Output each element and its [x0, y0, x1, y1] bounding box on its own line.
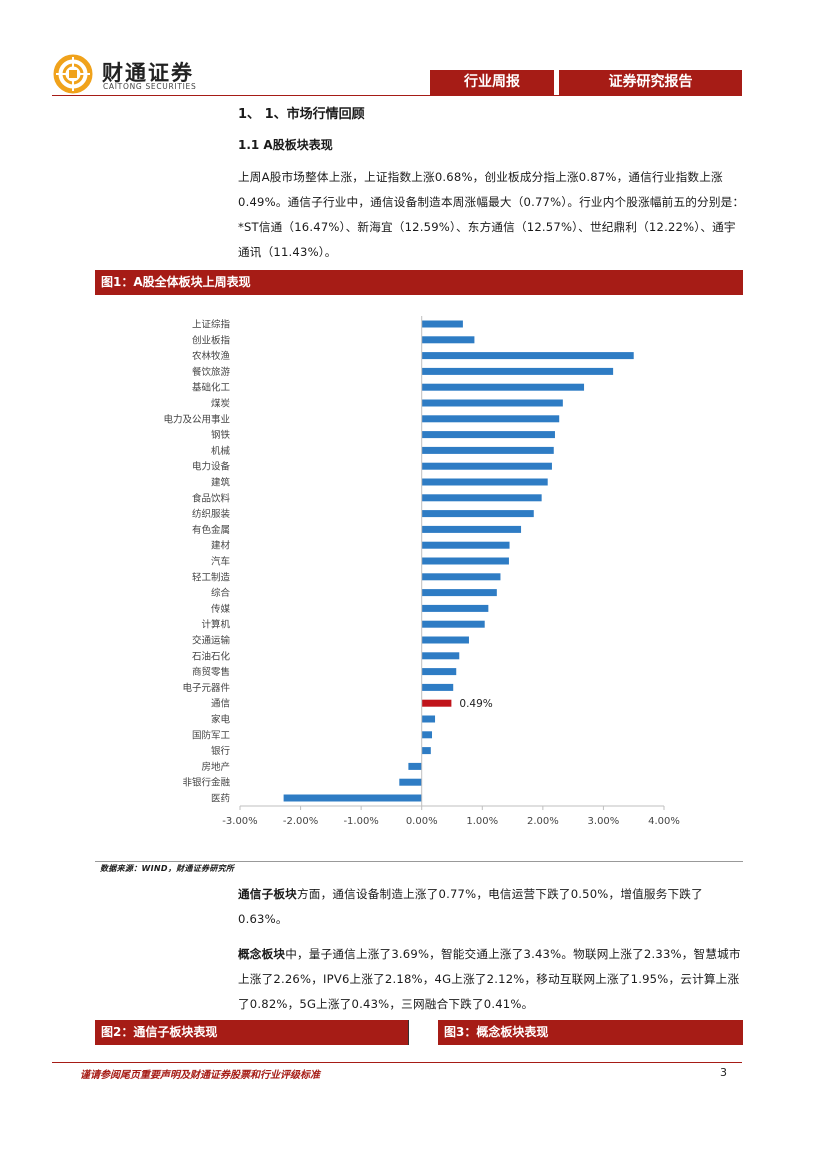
- category-label: 传媒: [211, 603, 231, 615]
- category-label: 房地产: [201, 761, 230, 773]
- category-label: 有色金属: [192, 524, 230, 536]
- section-heading: 1、 1、市场行情回顾: [238, 107, 365, 122]
- figure1-source: 数据来源：WIND，财通证券研究所: [100, 864, 235, 873]
- sector-performance-chart: 0.49% 上证综指创业板指农林牧渔餐饮旅游基础化工煤炭电力及公用事业钢铁机械电…: [163, 316, 680, 827]
- bar-家电: [421, 715, 436, 723]
- bar-银行: [421, 747, 431, 755]
- category-label: 纺织服装: [192, 508, 231, 520]
- category-label: 交通运输: [192, 635, 231, 647]
- footer-divider: [52, 1062, 742, 1063]
- figure3-title-bar: 图3：概念板块表现: [438, 1020, 743, 1045]
- figure2-title-bar: 图2：通信子板块表现: [95, 1020, 409, 1045]
- concept-sector-paragraph: 概念板块中，量子通信上涨了3.69%，智能交通上涨了3.43%。物联网上涨了2.…: [238, 942, 748, 1017]
- bar-医药: [283, 794, 422, 802]
- company-logo: 财通证券 CAITONG SECURITIES: [52, 54, 212, 94]
- bar-农林牧渔: [421, 352, 634, 360]
- x-tick-label: 4.00%: [648, 816, 680, 827]
- telecom-subsector-paragraph: 通信子板块方面，通信设备制造上涨了0.77%，电信运营下跌了0.50%，增值服务…: [238, 882, 748, 932]
- bar-上证综指: [421, 320, 463, 328]
- bar-机械: [421, 446, 554, 454]
- bar-石油石化: [421, 652, 460, 660]
- category-label: 非银行金融: [182, 777, 230, 789]
- x-tick-label: 0.00%: [406, 816, 438, 827]
- bar-计算机: [421, 620, 485, 628]
- category-label: 医药: [211, 794, 230, 805]
- category-label: 石油石化: [192, 650, 231, 662]
- concept-sector-label: 概念板块: [238, 947, 286, 961]
- category-label: 农林牧渔: [192, 350, 231, 362]
- category-label: 国防军工: [192, 729, 231, 741]
- logo-english-name: CAITONG SECURITIES: [103, 82, 197, 91]
- category-label: 计算机: [201, 619, 230, 631]
- bar-电子元器件: [421, 683, 454, 691]
- bar-建筑: [421, 478, 548, 486]
- bar-钢铁: [421, 431, 555, 439]
- x-tick-label: -2.00%: [283, 816, 318, 827]
- bar-汽车: [421, 557, 509, 565]
- bar-纺织服装: [421, 510, 534, 518]
- category-label: 建材: [211, 540, 231, 552]
- category-label: 建筑: [211, 477, 231, 489]
- bar-电力设备: [421, 462, 552, 470]
- bar-综合: [421, 589, 497, 597]
- bar-电力及公用事业: [421, 415, 560, 423]
- x-tick-label: 2.00%: [527, 816, 559, 827]
- highlight-data-label: 0.49%: [459, 698, 492, 710]
- category-label: 煤炭: [211, 398, 231, 410]
- bar-轻工制造: [421, 573, 501, 581]
- telecom-subsector-text: 方面，通信设备制造上涨了0.77%，电信运营下跌了0.50%，增值服务下跌了0.…: [238, 887, 703, 926]
- category-label: 综合: [211, 587, 231, 599]
- x-tick-label: -1.00%: [343, 816, 378, 827]
- bar-创业板指: [421, 336, 475, 344]
- category-label: 汽车: [211, 556, 230, 568]
- category-label: 商贸零售: [192, 666, 230, 678]
- category-label: 基础化工: [192, 382, 231, 394]
- category-label: 通信: [211, 698, 230, 710]
- category-label: 创业板指: [192, 334, 231, 346]
- bar-传媒: [421, 604, 489, 612]
- figure2-edge: [408, 1020, 409, 1045]
- bar-房地产: [408, 762, 422, 770]
- category-label: 食品饮料: [192, 492, 231, 504]
- category-label: 银行: [211, 745, 231, 757]
- caitong-logo-icon: [53, 54, 93, 94]
- bar-有色金属: [421, 525, 522, 533]
- category-label: 轻工制造: [192, 571, 231, 583]
- market-review-paragraph: 上周A股市场整体上涨，上证指数上涨0.68%，创业板成分指上涨0.87%，通信行…: [238, 170, 745, 259]
- page-number: 3: [720, 1066, 727, 1079]
- category-label: 电子元器件: [182, 682, 230, 694]
- tab-industry-weekly: 行业周报: [430, 70, 554, 95]
- category-label: 电力设备: [192, 461, 231, 473]
- tab-securities-report: 证券研究报告: [559, 70, 742, 95]
- bar-餐饮旅游: [421, 367, 614, 375]
- footer-disclaimer: 谨请参阅尾页重要声明及财通证券股票和行业评级标准: [80, 1070, 320, 1081]
- category-label: 餐饮旅游: [192, 366, 231, 378]
- category-label: 钢铁: [211, 429, 231, 441]
- bar-非银行金融: [399, 778, 422, 786]
- category-label: 上证综指: [192, 319, 231, 331]
- figure1-title-bar: 图1：A股全体板块上周表现: [95, 270, 743, 295]
- bar-交通运输: [421, 636, 469, 644]
- figure1-bottom-rule: [95, 861, 743, 862]
- bar-煤炭: [421, 399, 563, 407]
- bar-国防军工: [421, 731, 433, 739]
- concept-sector-text: 中，量子通信上涨了3.69%，智能交通上涨了3.43%。物联网上涨了2.33%，…: [238, 947, 741, 1011]
- x-tick-label: -3.00%: [222, 816, 257, 827]
- category-label: 机械: [211, 445, 231, 457]
- section-subheading: 1.1 A股板块表现: [238, 138, 333, 152]
- bar-通信: [421, 699, 452, 707]
- category-label: 家电: [211, 714, 231, 726]
- bar-建材: [421, 541, 510, 549]
- x-tick-label: 1.00%: [466, 816, 498, 827]
- logo-chinese-name: 财通证券: [102, 60, 194, 85]
- x-tick-label: 3.00%: [588, 816, 620, 827]
- header-divider: [52, 95, 742, 96]
- bar-基础化工: [421, 383, 585, 391]
- bar-商贸零售: [421, 668, 457, 676]
- category-label: 电力及公用事业: [163, 413, 230, 425]
- telecom-subsector-label: 通信子板块: [238, 887, 297, 901]
- bar-食品饮料: [421, 494, 542, 502]
